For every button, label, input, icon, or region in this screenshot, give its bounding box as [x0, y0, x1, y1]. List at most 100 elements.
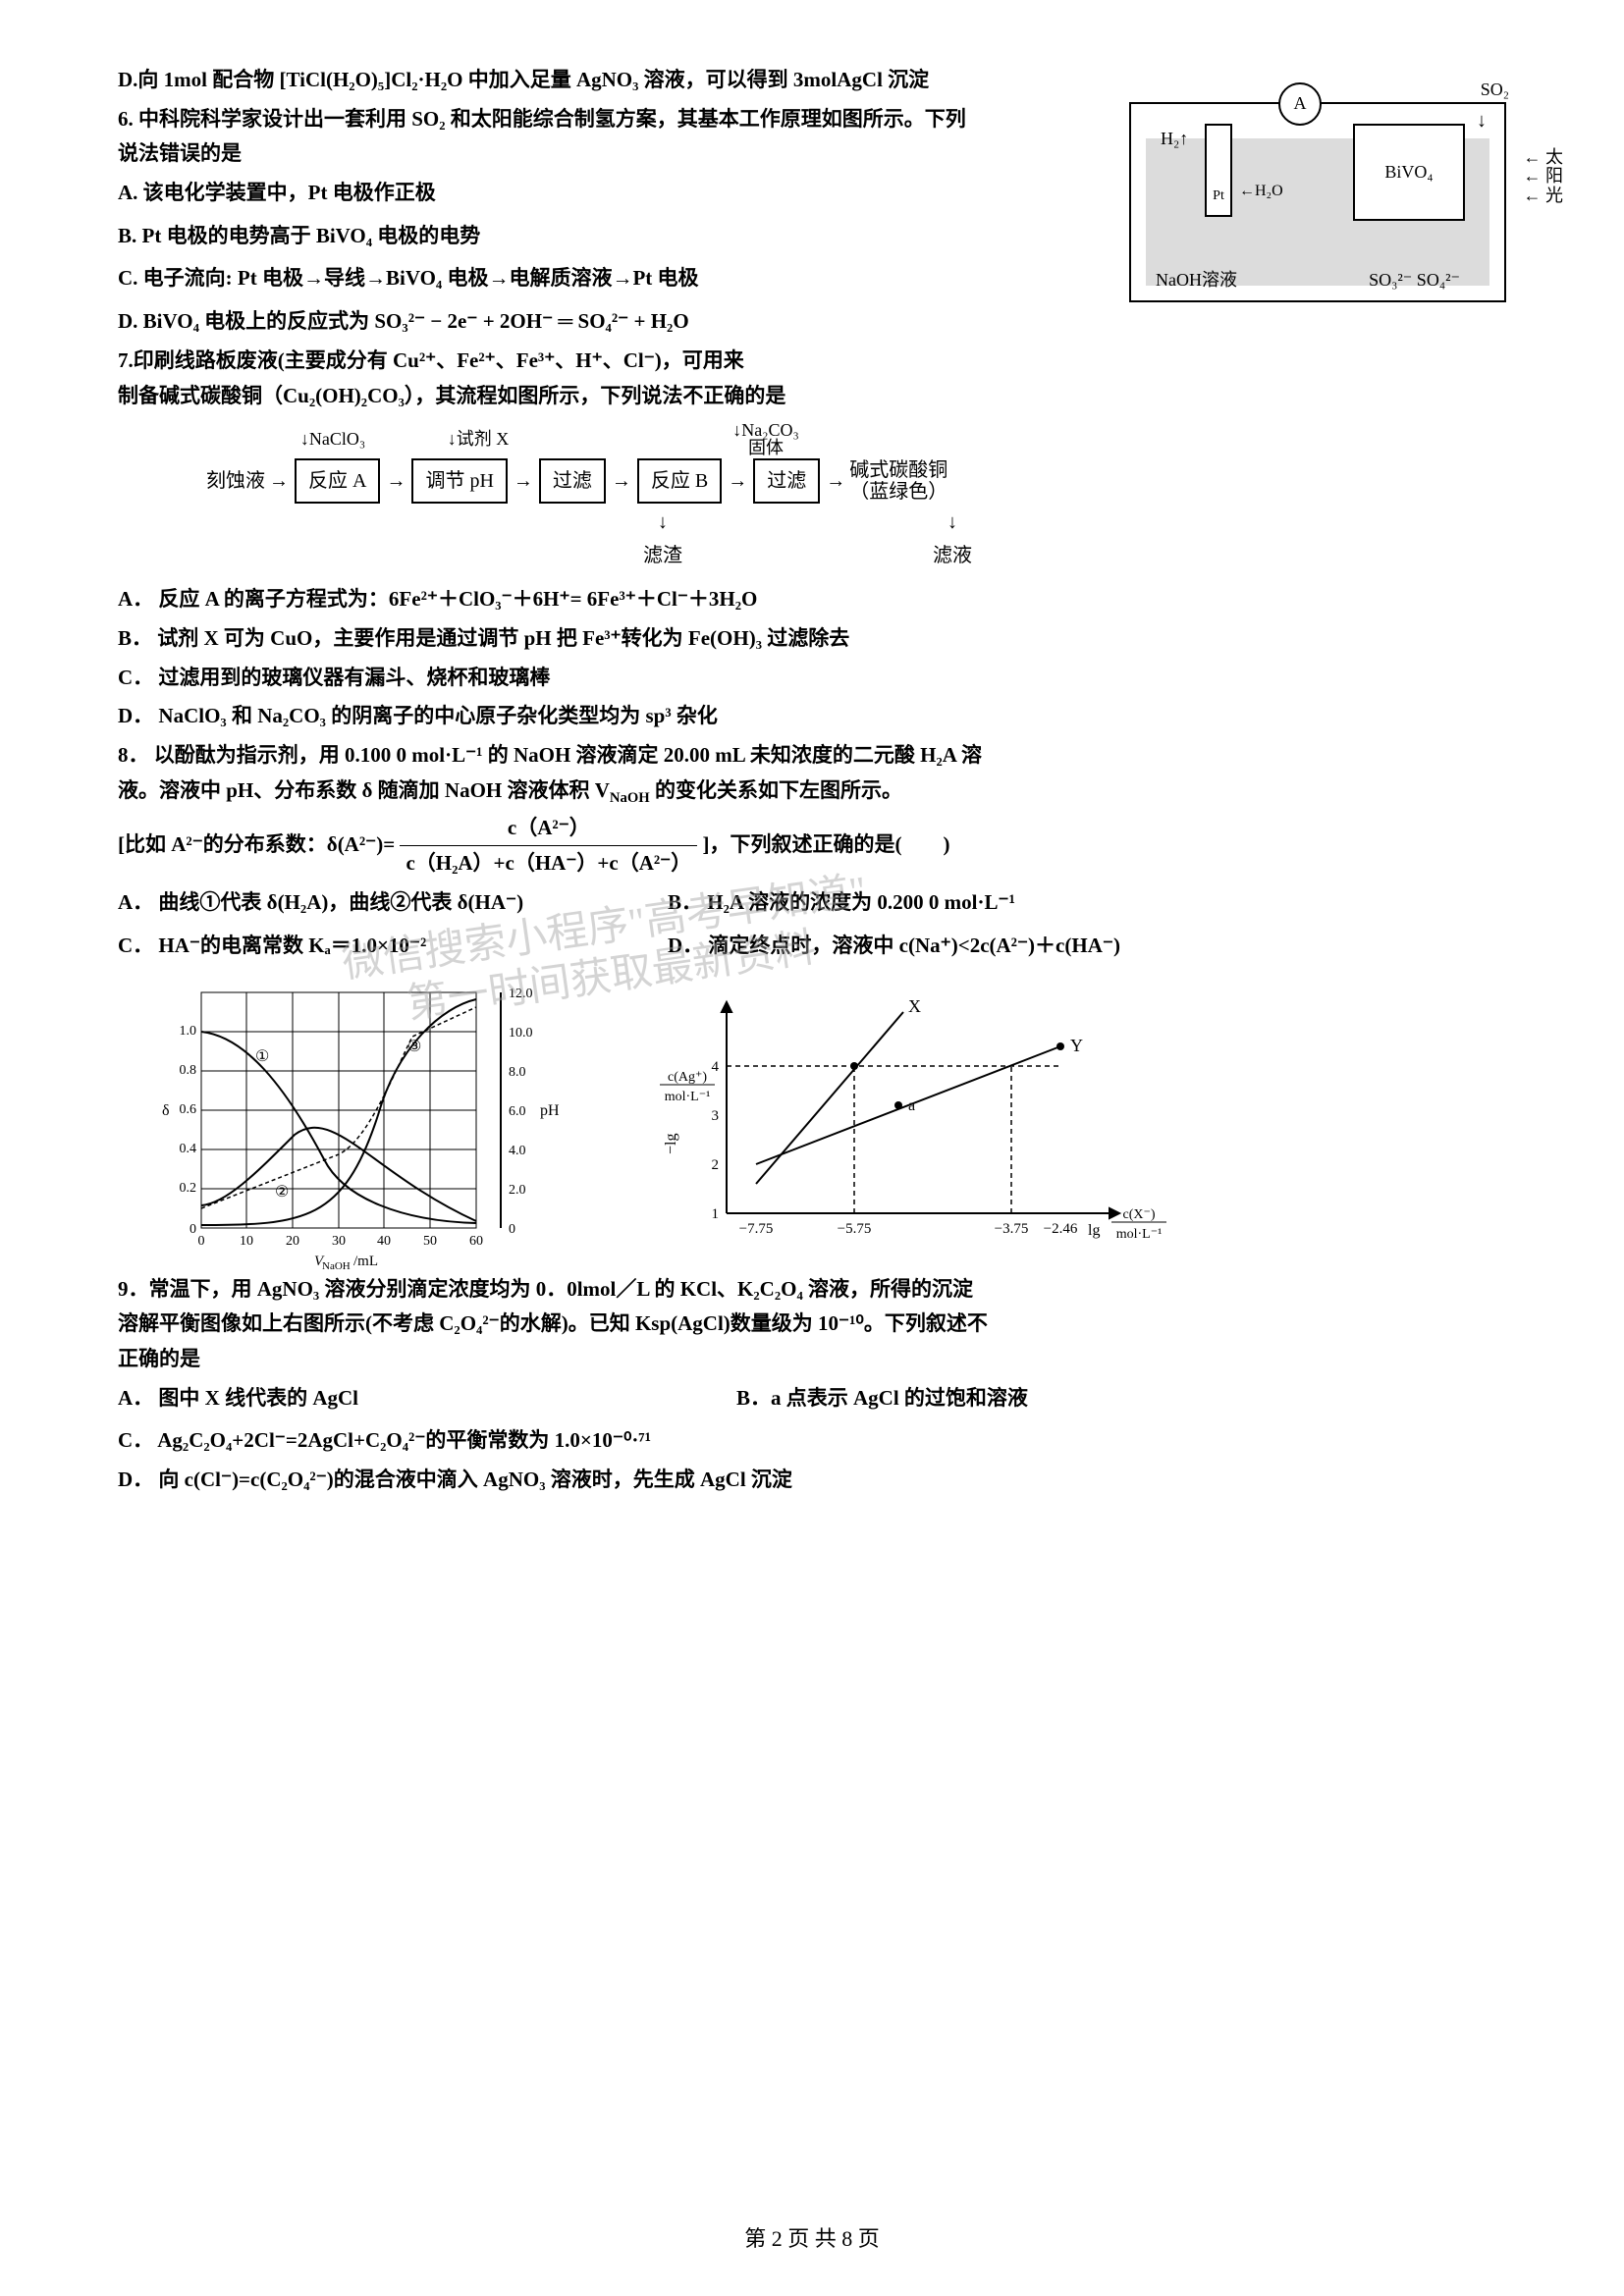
flow-filtrate-text: 滤液	[933, 545, 972, 566]
svg-text:mol·L⁻¹: mol·L⁻¹	[1116, 1227, 1163, 1242]
q9-stem-2: 溶解平衡图像如上右图所示(不考虑 C₂O₄²⁻的水解)。已知 Ksp(AgCl)…	[118, 1307, 1506, 1342]
q6-diagram: A SO₂ ↓ H₂↑ Pt ←H₂O BiVO₄ 太 阳 光 NaOH溶液 S…	[1129, 102, 1506, 302]
svg-text:0: 0	[189, 1222, 196, 1237]
q6-stem-2: 说法错误的是	[118, 136, 1110, 172]
h2o-text: H₂O	[1255, 183, 1283, 199]
q8-bracket-r: ]，下列叙述正确的是( )	[703, 832, 950, 856]
arrow-icon: →	[826, 464, 845, 498]
sun-1: 太	[1524, 148, 1564, 168]
q6-option-c: C. 电子流向: Pt 电极→导线→BiVO₄ 电极→电解质溶液→Pt 电极	[118, 261, 1110, 296]
svg-text:/mL: /mL	[353, 1254, 378, 1269]
pt-electrode: Pt	[1205, 124, 1232, 217]
svg-text:0.2: 0.2	[180, 1181, 197, 1196]
flow-start-label: 刻蚀液	[206, 464, 265, 498]
flow-product: 碱式碳酸铜 （蓝绿色）	[849, 459, 947, 503]
q8-option-d: D． 滴定终点时，溶液中 c(Na⁺)<2c(A²⁻)＋c(HA⁻)	[668, 929, 1120, 964]
q8-chart: 00.20.4 0.60.81.0 02.04.0 6.08.010.0 12.…	[147, 978, 569, 1272]
svg-text:6.0: 6.0	[509, 1104, 526, 1119]
h2-text: H₂	[1161, 129, 1179, 148]
so2-arrow-icon: ↓	[1477, 104, 1487, 137]
q8-stem-3: [比如 A²⁻的分布系数：δ(A²⁻)= c（A²⁻） c（H₂A）+c（HA⁻…	[118, 811, 1506, 881]
flow-box-b: 反应 B	[637, 458, 722, 504]
sun-label: 太 阳 光	[1524, 148, 1564, 206]
q8-option-b: B． H₂A 溶液的浓度为 0.200 0 mol·L⁻¹	[668, 885, 1015, 921]
svg-text:8.0: 8.0	[509, 1065, 526, 1080]
q6-option-d: D. BiVO₄ 电极上的反应式为 SO₃²⁻ − 2e⁻ + 2OH⁻ ═ S…	[118, 304, 1110, 340]
flow-naclo3: NaClO₃	[309, 429, 365, 449]
bivo4-electrode: BiVO₄	[1353, 124, 1465, 221]
svg-text:②: ②	[275, 1184, 289, 1201]
q9-option-a: A． 图中 X 线代表的 AgCl	[118, 1381, 736, 1416]
q7-stem-1: 7.印刷线路板废液(主要成分有 Cu²⁺、Fe²⁺、Fe³⁺、H⁺、Cl⁻)，可…	[118, 344, 1506, 379]
q7-flowchart: ↓NaClO₃ ↓试剂 X ↓Na₂CO₃固体 刻蚀液 → 反应 A → 调节 …	[206, 423, 1506, 572]
q8-stem-1: 8． 以酚酞为指示剂，用 0.100 0 mol·L⁻¹ 的 NaOH 溶液滴定…	[118, 738, 1506, 774]
flow-box-filter2: 过滤	[753, 458, 820, 504]
svg-text:−2.46: −2.46	[1044, 1221, 1078, 1237]
q8-stem-2b: 的变化关系如下左图所示。	[650, 778, 902, 802]
ammeter-icon: A	[1278, 82, 1322, 126]
svg-text:12.0: 12.0	[509, 987, 533, 1001]
q9-option-b: B．a 点表示 AgCl 的过饱和溶液	[736, 1381, 1028, 1416]
svg-text:0: 0	[509, 1222, 515, 1237]
svg-text:−lg: −lg	[663, 1133, 679, 1153]
q6-option-b: B. Pt 电极的电势高于 BiVO₄ 电极的电势	[118, 219, 1110, 254]
svg-text:pH: pH	[540, 1102, 560, 1119]
svg-text:1: 1	[712, 1206, 720, 1222]
so3so4-label: SO₃²⁻ SO₄²⁻	[1369, 265, 1460, 295]
flow-product2: （蓝绿色）	[849, 481, 947, 503]
q8-frac-num: c（A²⁻）	[400, 811, 697, 847]
svg-text:10: 10	[240, 1234, 253, 1249]
svg-text:lg: lg	[1088, 1222, 1100, 1239]
q8-frac-den: c（H₂A）+c（HA⁻）+c（A²⁻）	[400, 846, 697, 881]
flow-residue: ↓滤渣	[628, 506, 697, 572]
flow-shijix: 试剂 X	[457, 429, 510, 449]
svg-text:a: a	[908, 1097, 915, 1114]
arrow-icon: →	[612, 464, 631, 498]
q8-stem-2sub: NaOH	[610, 790, 650, 806]
svg-text:−5.75: −5.75	[838, 1221, 872, 1237]
page-footer: 第 2 页 共 8 页	[0, 2220, 1624, 2257]
q9-stem-1: 9．常温下，用 AgNO₃ 溶液分别滴定浓度均为 0．0lmol／L 的 KCl…	[118, 1272, 1506, 1308]
sun-3: 光	[1524, 187, 1564, 206]
flow-product1: 碱式碳酸铜	[849, 459, 947, 481]
q7-option-a: A． 反应 A 的离子方程式为：6Fe²⁺＋ClO₃⁻＋6H⁺= 6Fe³⁺＋C…	[118, 582, 1506, 617]
q8-option-a: A． 曲线①代表 δ(H₂A)，曲线②代表 δ(HA⁻)	[118, 885, 668, 921]
exam-page: D.向 1mol 配合物 [TiCl(H₂O)₅]Cl₂·H₂O 中加入足量 A…	[0, 0, 1624, 2296]
svg-text:1.0: 1.0	[180, 1024, 197, 1039]
flow-solid: 固体	[748, 438, 784, 457]
naoh-label: NaOH溶液	[1156, 265, 1237, 295]
q7-option-d: D． NaClO₃ 和 Na₂CO₃ 的阴离子的中心原子杂化类型均为 sp³ 杂…	[118, 699, 1506, 734]
arrow-icon: →	[514, 464, 533, 498]
svg-text:Y: Y	[1070, 1036, 1083, 1055]
flow-residue-text: 滤渣	[643, 545, 682, 566]
q7-option-c: C． 过滤用到的玻璃仪器有漏斗、烧杯和玻璃棒	[118, 661, 1506, 696]
q8-option-c: C． HA⁻的电离常数 Kₐ＝1.0×10⁻²	[118, 929, 668, 964]
svg-text:−7.75: −7.75	[739, 1221, 774, 1237]
q6-option-a: A. 该电化学装置中，Pt 电极作正极	[118, 176, 1110, 211]
q9-stem-3: 正确的是	[118, 1342, 1506, 1377]
svg-text:40: 40	[377, 1234, 391, 1249]
flow-start: 刻蚀液	[206, 470, 265, 492]
q6-stem-1: 6. 中科院科学家设计出一套利用 SO₂ 和太阳能综合制氢方案，其基本工作原理如…	[118, 102, 1110, 137]
q9-option-d: D． 向 c(Cl⁻)=c(C₂O₄²⁻)的混合液中滴入 AgNO₃ 溶液时，先…	[118, 1463, 1506, 1498]
svg-text:50: 50	[423, 1234, 437, 1249]
q9-chart: a X Y 12 34 −7.75−5.75 −3.75−2.46 −lg	[658, 988, 1168, 1262]
h2o-label: ←H₂O	[1239, 178, 1283, 204]
svg-text:2.0: 2.0	[509, 1183, 526, 1198]
arrow-icon: →	[269, 464, 289, 498]
so2-label: SO₂	[1481, 75, 1509, 105]
sun-2: 阳	[1524, 167, 1564, 187]
svg-text:mol·L⁻¹: mol·L⁻¹	[665, 1090, 711, 1104]
svg-text:c(Ag⁺): c(Ag⁺)	[668, 1070, 707, 1085]
arrow-icon: →	[728, 464, 747, 498]
svg-text:X: X	[908, 996, 921, 1016]
flow-na2co3: Na₂CO₃	[741, 420, 799, 440]
svg-text:0.8: 0.8	[180, 1063, 197, 1078]
svg-text:0.4: 0.4	[180, 1142, 197, 1156]
q8-stem-2: 液。溶液中 pH、分布系数 δ 随滴加 NaOH 溶液体积 VNaOH 的变化关…	[118, 774, 1506, 811]
arrow-icon: →	[386, 464, 406, 498]
svg-text:2: 2	[712, 1157, 720, 1173]
svg-text:4: 4	[712, 1059, 720, 1075]
flow-box-filter1: 过滤	[539, 458, 606, 504]
q8-bracket-l: [比如 A²⁻的分布系数：δ(A²⁻)=	[118, 832, 395, 856]
